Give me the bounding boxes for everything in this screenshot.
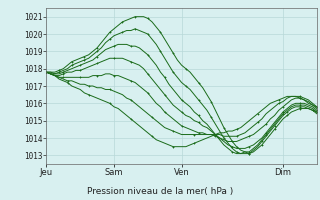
Text: Pression niveau de la mer( hPa ): Pression niveau de la mer( hPa ) (87, 187, 233, 196)
